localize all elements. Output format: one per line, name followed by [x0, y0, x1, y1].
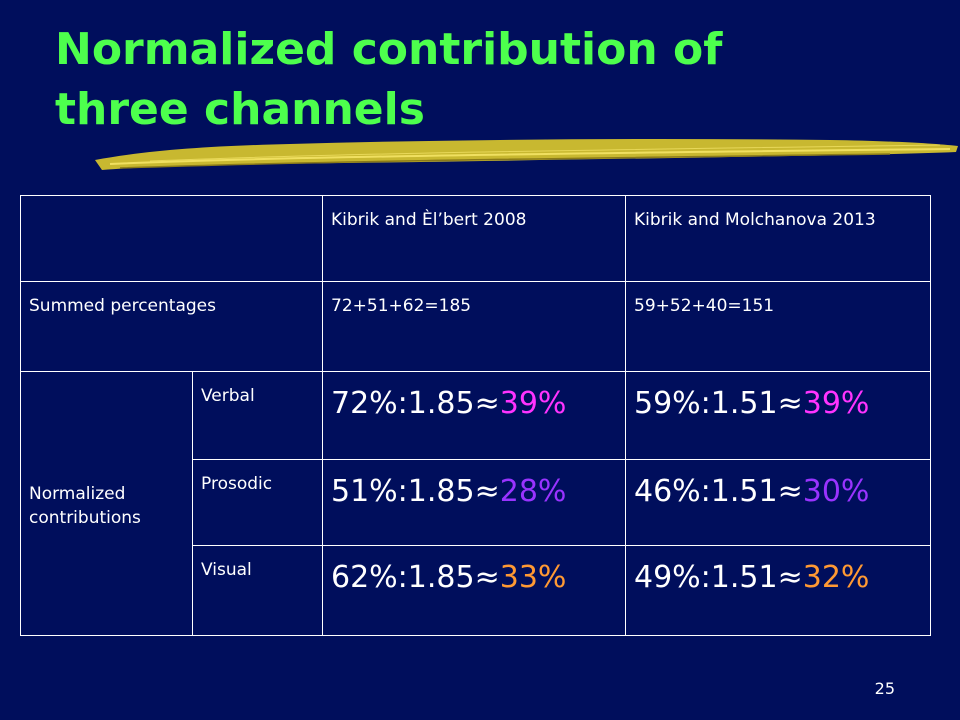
verbal-result-col2: 39%	[802, 386, 870, 421]
visual-result-col2: 32%	[802, 560, 870, 595]
table-row-prosodic: Prosodic 51%:1.85≈28% 46%:1.51≈30%	[21, 459, 931, 546]
summed-cell-col2: 59+52+40=151	[625, 281, 931, 372]
prosodic-formula-col2: 46%:1.51≈	[634, 474, 803, 509]
prosodic-cell-col2: 46%:1.51≈30%	[625, 459, 931, 546]
visual-cell-col2: 49%:1.51≈32%	[625, 545, 931, 636]
header-cell-kibrik-molchanova: Kibrik and Molchanova 2013	[625, 195, 931, 282]
visual-formula-col1: 62%:1.85≈	[331, 560, 500, 595]
visual-cell-col1: 62%:1.85≈33%	[322, 545, 626, 636]
summed-percentages-row: Summed percentages 72+51+62=185 59+52+40…	[20, 281, 931, 372]
visual-result-col1: 33%	[499, 560, 567, 595]
verbal-formula-col2: 59%:1.51≈	[634, 386, 803, 421]
slide-title-line1: Normalized contribution of	[55, 24, 723, 75]
prosodic-result-col1: 28%	[499, 474, 567, 509]
summed-cell-col1: 72+51+62=185	[322, 281, 626, 372]
slide-page-number: 25	[874, 679, 895, 698]
verbal-formula-col1: 72%:1.85≈	[331, 386, 500, 421]
header-cell-kibrik-elbert: Kibrik and Èl’bert 2008	[322, 195, 626, 282]
contribution-table: Kibrik and Èl’bert 2008 Kibrik and Molch…	[20, 195, 931, 636]
table-header-row: Kibrik and Èl’bert 2008 Kibrik and Molch…	[20, 195, 931, 282]
verbal-cell-col1: 72%:1.85≈39%	[322, 371, 626, 460]
empty-corner-cell	[20, 195, 323, 282]
prosodic-formula-col1: 51%:1.85≈	[331, 474, 500, 509]
verbal-result-col1: 39%	[499, 386, 567, 421]
summed-percentages-label: Summed percentages	[20, 281, 323, 372]
prosodic-cell-col1: 51%:1.85≈28%	[322, 459, 626, 546]
prosodic-result-col2: 30%	[802, 474, 870, 509]
verbal-cell-col2: 59%:1.51≈39%	[625, 371, 931, 460]
visual-formula-col2: 49%:1.51≈	[634, 560, 803, 595]
table-row-visual: Visual 62%:1.85≈33% 49%:1.51≈32%	[21, 545, 931, 636]
channel-label-prosodic: Prosodic	[192, 459, 323, 546]
slide-title-line2: three channels	[55, 84, 425, 135]
brush-stroke-decoration	[95, 139, 958, 170]
table-row-verbal: Normalized contributions Verbal 72%:1.85…	[20, 371, 931, 636]
channel-label-verbal: Verbal	[192, 371, 323, 460]
channel-label-visual: Visual	[192, 545, 323, 636]
normalized-contributions-label: Normalized contributions	[20, 371, 193, 636]
slide-title: Normalized contribution of three channel…	[55, 20, 935, 140]
